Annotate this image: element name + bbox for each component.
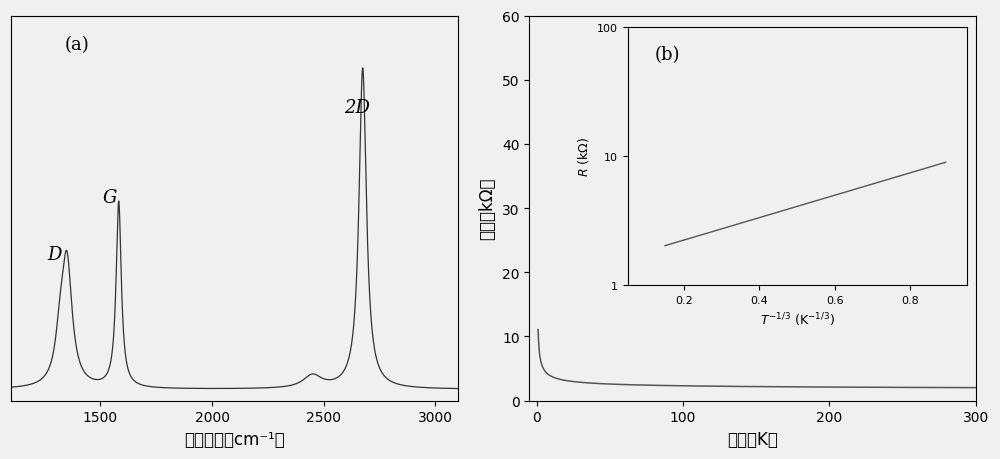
Y-axis label: 电阳（kΩ）: 电阳（kΩ）: [478, 178, 496, 240]
Text: 2D: 2D: [344, 99, 370, 117]
Text: D: D: [47, 246, 61, 264]
X-axis label: 拉曼位移（cm⁻¹）: 拉曼位移（cm⁻¹）: [184, 430, 285, 448]
Text: G: G: [103, 188, 117, 206]
Text: (a): (a): [65, 36, 89, 54]
X-axis label: 温度（K）: 温度（K）: [727, 430, 778, 448]
